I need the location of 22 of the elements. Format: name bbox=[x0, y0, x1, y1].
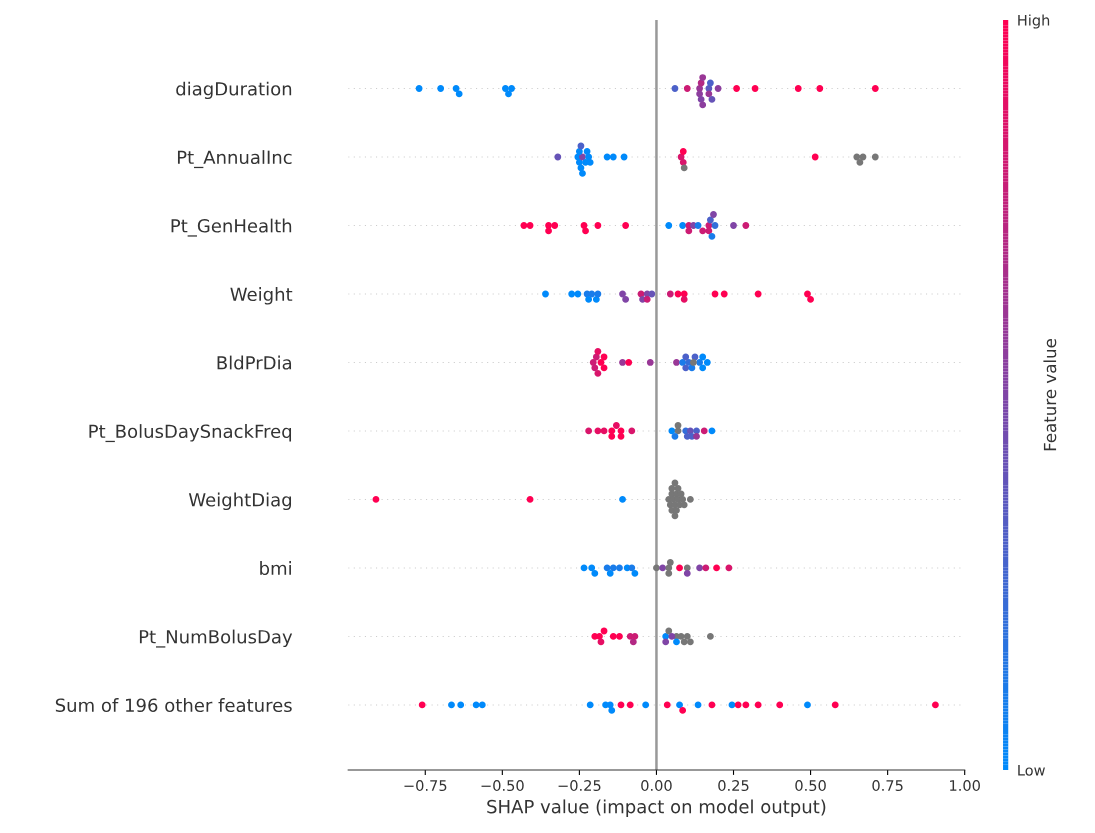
y-tick-label: WeightDiag bbox=[188, 492, 292, 511]
y-tick-label: bmi bbox=[260, 561, 291, 576]
y-tick-label: Pt_BolusDaySnackFreq bbox=[89, 424, 292, 443]
color-bar-label: Low bbox=[1018, 764, 1045, 776]
x-tick-label: 1.00 bbox=[950, 780, 980, 792]
x-axis-title: SHAP value (impact on model output) bbox=[487, 799, 826, 817]
x-tick-label: −0.75 bbox=[404, 780, 447, 792]
x-tick-label: 0.50 bbox=[795, 780, 826, 792]
y-tick-label: Pt_NumBolusDay bbox=[139, 629, 293, 648]
color-bar-label: High bbox=[1018, 14, 1050, 29]
x-tick-label: −0.50 bbox=[481, 780, 524, 792]
y-tick-label: Pt_AnnualInc bbox=[177, 150, 292, 169]
x-tick-label: 0.00 bbox=[641, 780, 672, 792]
x-tick-label: −0.25 bbox=[558, 780, 601, 792]
x-tick-label: 0.25 bbox=[718, 780, 749, 792]
y-tick-label: Pt_GenHealth bbox=[171, 218, 292, 237]
y-tick-label: BldPrDia bbox=[217, 355, 292, 370]
color-bar-title: Feature value bbox=[1043, 339, 1057, 451]
x-tick-label: 0.75 bbox=[872, 780, 903, 792]
y-tick-label: Weight bbox=[230, 287, 293, 305]
y-tick-label: Sum of 196 other features bbox=[55, 698, 292, 713]
y-tick-label: diagDuration bbox=[176, 81, 292, 100]
